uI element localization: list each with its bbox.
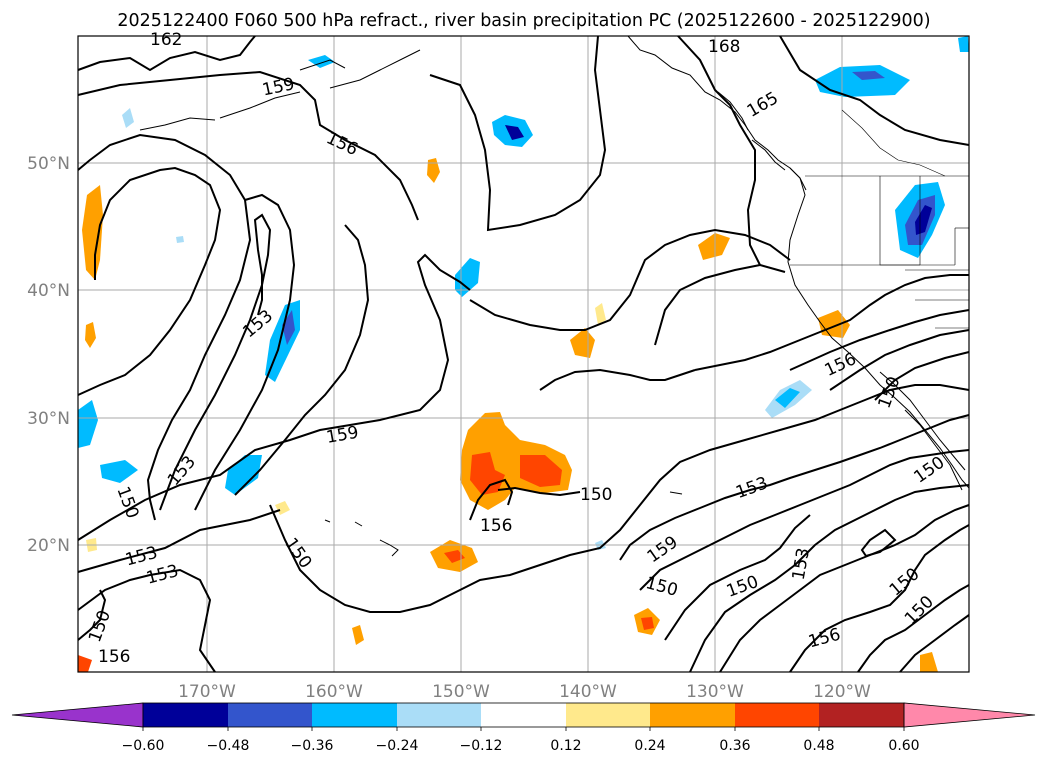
colorbar-tick-label: 0.24 bbox=[634, 738, 665, 754]
precip-positive-9 bbox=[78, 655, 92, 672]
map-frame bbox=[77, 35, 970, 673]
precip-positive-12 bbox=[595, 303, 606, 325]
colorbar-extend-right bbox=[903, 702, 1036, 728]
precip-positive-5-core bbox=[444, 550, 465, 563]
colorbar-tick-label: −0.24 bbox=[376, 738, 419, 754]
contour-label: 162 bbox=[150, 30, 182, 50]
precip-positive-central-core2 bbox=[520, 455, 562, 487]
map-title: 2025122400 F060 500 hPa refract., river … bbox=[117, 11, 930, 31]
precip-negative-9-core bbox=[775, 388, 800, 408]
lon-label: 140°W bbox=[559, 682, 617, 702]
colorbar-tick-label: −0.36 bbox=[291, 738, 334, 754]
precip-positive-6-core bbox=[641, 617, 654, 630]
precip-positive-central-core1 bbox=[470, 452, 505, 495]
colorbar-segment bbox=[566, 703, 650, 727]
colorbar-tick-label: −0.48 bbox=[207, 738, 250, 754]
coastlines bbox=[139, 35, 970, 557]
colorbar-tick-label: 0.60 bbox=[888, 738, 919, 754]
lon-label: 160°W bbox=[305, 682, 363, 702]
precip-positive-3 bbox=[570, 328, 595, 358]
longitude-labels: 170°W 160°W 150°W 140°W 130°W 120°W bbox=[178, 682, 871, 702]
colorbar-tick-label: −0.60 bbox=[122, 738, 165, 754]
contour-label: 156 bbox=[480, 516, 512, 536]
lat-label: 30°N bbox=[27, 409, 70, 429]
lat-label: 20°N bbox=[27, 536, 70, 556]
colorbar-tick-label: 0.12 bbox=[550, 738, 581, 754]
precip-negative-2-core bbox=[852, 71, 885, 80]
colorbar-segment bbox=[397, 703, 481, 727]
political-borders bbox=[790, 109, 969, 329]
lon-label: 120°W bbox=[813, 682, 871, 702]
lon-label: 150°W bbox=[432, 682, 490, 702]
graticule bbox=[78, 36, 969, 672]
map-panel bbox=[77, 35, 970, 673]
latitude-labels: 50°N 40°N 30°N 20°N bbox=[27, 154, 70, 556]
colorbar-segment bbox=[650, 703, 735, 727]
colorbar-tick-label: 0.48 bbox=[803, 738, 834, 754]
contour-label: 168 bbox=[708, 37, 740, 57]
colorbar-tick-label: −0.12 bbox=[460, 738, 503, 754]
contour-label: 156 bbox=[98, 647, 130, 667]
colorbar-segment bbox=[819, 703, 904, 727]
colorbar-segment bbox=[481, 703, 566, 727]
precip-negative-12 bbox=[958, 36, 969, 52]
precip-positive-1 bbox=[427, 158, 440, 183]
contour-label: 150 bbox=[580, 485, 612, 505]
colorbar-frame bbox=[142, 702, 905, 728]
precip-negative-10 bbox=[308, 55, 335, 68]
lat-label: 50°N bbox=[27, 154, 70, 174]
precip-positive-west bbox=[82, 185, 103, 280]
precip-positive-8 bbox=[920, 652, 938, 672]
colorbar-tick-label: 0.36 bbox=[719, 738, 750, 754]
colorbar-segment bbox=[143, 703, 228, 727]
colorbar-segment bbox=[228, 703, 312, 727]
precip-positive-7 bbox=[352, 625, 364, 645]
precip-negative-4-core bbox=[282, 310, 295, 345]
precip-negative-11 bbox=[122, 108, 134, 128]
colorbar-segment bbox=[312, 703, 397, 727]
precip-negative-3-core bbox=[915, 205, 932, 235]
precip-negative-1-core bbox=[505, 125, 524, 140]
colorbar-ticks bbox=[142, 727, 905, 731]
lon-label: 130°W bbox=[686, 682, 744, 702]
colorbar: −0.60 −0.48 −0.36 −0.24 −0.12 0.12 0.24 … bbox=[11, 702, 1036, 754]
precip-positive-2 bbox=[698, 233, 730, 260]
colorbar-segment bbox=[735, 703, 819, 727]
lon-label: 170°W bbox=[178, 682, 236, 702]
refractivity-contours bbox=[77, 35, 970, 673]
precip-shading bbox=[78, 36, 969, 672]
precip-negative-7 bbox=[78, 400, 98, 448]
precip-negative-14 bbox=[176, 236, 184, 243]
colorbar-extend-left bbox=[11, 702, 144, 728]
precip-negative-2 bbox=[815, 65, 910, 97]
precip-negative-8 bbox=[100, 460, 138, 483]
precip-positive-11 bbox=[275, 501, 290, 515]
lat-label: 40°N bbox=[27, 281, 70, 301]
precip-positive-west-small bbox=[85, 322, 96, 348]
